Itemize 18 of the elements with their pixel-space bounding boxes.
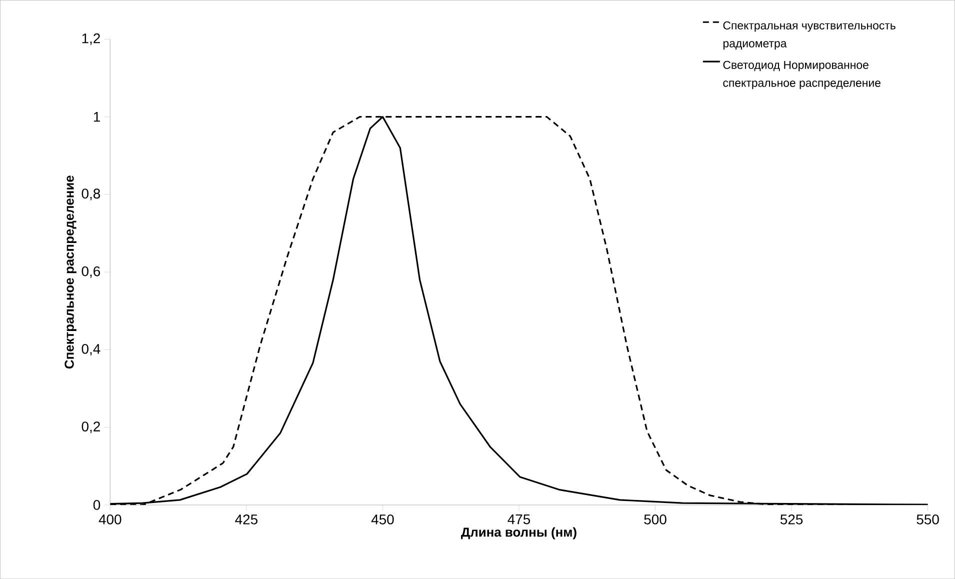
legend-label: Светодиод Нормированное спектральное распределение bbox=[723, 60, 880, 90]
y-axis-title: Спектральное распределение bbox=[64, 176, 76, 368]
x-tick-label: 400 bbox=[98, 514, 122, 524]
y-tick-label: 0,6 bbox=[82, 266, 100, 278]
x-tick-label: 525 bbox=[780, 514, 803, 524]
x-tick-label: 450 bbox=[371, 514, 394, 524]
x-tick-label: 500 bbox=[644, 514, 666, 524]
legend-label: Спектральная чувствительность радиометра bbox=[723, 21, 896, 50]
y-tick-label: 0,8 bbox=[82, 188, 100, 200]
x-axis-title: Длина волны (нм) bbox=[461, 527, 576, 540]
y-tick-label: 1,2 bbox=[82, 33, 100, 45]
x-tick-label: 475 bbox=[508, 514, 530, 524]
x-tick-label: 425 bbox=[235, 514, 258, 524]
y-tick-label: 0,2 bbox=[82, 422, 100, 434]
x-tick-label: 550 bbox=[916, 514, 939, 524]
y-tick-label: 1 bbox=[94, 112, 100, 122]
y-tick-label: 0,4 bbox=[82, 344, 100, 356]
y-tick-label: 0 bbox=[93, 500, 100, 510]
